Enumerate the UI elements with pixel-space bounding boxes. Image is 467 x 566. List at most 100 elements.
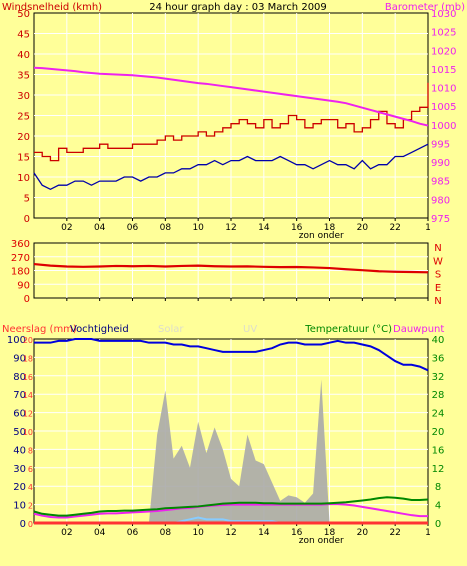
wind-x-tick-label: 06: [127, 223, 139, 233]
rain-y-tick-label: 18: [23, 354, 33, 363]
barometer-axis-title: Barometer (mb): [385, 2, 465, 13]
humidity-axis-title: Vochtigheid: [70, 324, 129, 335]
wind-y-tick-label: 0: [24, 214, 30, 225]
humidity-x-tick-label: 08: [160, 528, 172, 538]
barometer-y-tick-label: 980: [431, 195, 450, 206]
humidity-sunset-label: zon onder: [299, 536, 344, 546]
humidity-y-tick-label: 100: [7, 335, 26, 346]
wind-x-tick-label: 14: [258, 223, 270, 233]
humidity-y-tick-label: 30: [13, 464, 26, 475]
rain-y-tick-label: 2: [28, 502, 33, 511]
wind-x-tick-label: 04: [94, 223, 106, 233]
graph-title: 24 hour graph day : 03 March 2009: [149, 2, 327, 13]
series-temperatuur: [33, 496, 429, 517]
humidity-y-tick-label: 70: [13, 390, 26, 401]
barometer-y-tick-label: 1025: [431, 28, 456, 39]
barometer-y-tick-label: 995: [431, 139, 450, 150]
wind-x-tick-label: 22: [389, 223, 400, 233]
compass-label: N: [434, 296, 441, 307]
rain-y-tick-label: 6: [28, 465, 33, 474]
wind-y-tick-label: 15: [17, 153, 30, 164]
barometer-y-tick-label: 1005: [431, 102, 456, 113]
wind-x-tick-label: 1: [425, 223, 431, 233]
rain-y-tick-label: 20: [23, 336, 33, 345]
humidity-y-tick-label: 50: [13, 427, 26, 438]
barometer-y-tick-label: 1020: [431, 46, 456, 57]
wind-x-tick-label: 08: [160, 223, 172, 233]
humidity-y-tick-label: 90: [13, 353, 26, 364]
wind-x-tick-label: 12: [225, 223, 236, 233]
rain-y-tick-label: 10: [23, 428, 33, 437]
humidity-y-tick-label: 80: [13, 372, 26, 383]
direction-y-tick-label: 90: [17, 280, 30, 291]
humidity-x-tick-label: 1: [425, 528, 431, 538]
wind-y-tick-label: 25: [17, 112, 30, 123]
barometer-y-tick-label: 990: [431, 158, 450, 169]
humidity-x-tick-label: 18: [324, 528, 336, 538]
humidity-y-tick-label: 40: [13, 445, 26, 456]
barometer-y-tick-label: 1010: [431, 84, 456, 95]
temperature-y-tick-label: 24: [432, 409, 445, 420]
temperature-y-tick-label: 8: [435, 482, 441, 493]
humidity-x-tick-label: 06: [127, 528, 139, 538]
wind-axis-title: Windsnelheid (kmh): [2, 2, 102, 13]
solar-axis-title: Solar: [158, 324, 184, 335]
compass-label: N: [434, 243, 441, 254]
humidity-x-tick-label: 14: [258, 528, 270, 538]
rain-y-tick-label: 16: [23, 373, 33, 382]
temperature-y-tick-label: 16: [432, 445, 445, 456]
temperature-y-tick-label: 4: [435, 501, 441, 512]
humidity-y-tick-label: 60: [13, 409, 26, 420]
wind-y-tick-label: 5: [24, 194, 30, 205]
wind-x-tick-label: 16: [291, 223, 303, 233]
temperature-y-tick-label: 28: [432, 390, 445, 401]
temperature-y-tick-label: 32: [432, 372, 445, 383]
rain-y-tick-label: 4: [28, 483, 33, 492]
barometer-y-tick-label: 1000: [431, 121, 456, 132]
wind-y-tick-label: 35: [17, 71, 30, 82]
rain-y-tick-label: 12: [23, 410, 33, 419]
rain-axis-title: Neerslag (mm): [2, 324, 77, 335]
humidity-y-tick-label: 0: [20, 519, 26, 530]
humidity-y-tick-label: 20: [13, 482, 26, 493]
barometer-y-tick-label: 1015: [431, 65, 456, 76]
temperature-axis-title: Temperatuur (°C): [304, 324, 392, 335]
wind-y-tick-label: 45: [17, 30, 30, 41]
series-gemiddeld: [33, 143, 429, 191]
wind-y-tick-label: 20: [17, 132, 30, 143]
wind-x-tick-label: 02: [61, 223, 72, 233]
temperature-y-tick-label: 12: [432, 464, 445, 475]
series-dauwpunt: [33, 503, 428, 519]
barometer-y-tick-label: 985: [431, 177, 450, 188]
direction-y-tick-label: 0: [24, 294, 30, 305]
series-vochtigheid: [34, 338, 429, 372]
rain-y-tick-label: 14: [23, 391, 33, 400]
wind-y-tick-label: 50: [17, 9, 30, 20]
humidity-x-tick-label: 02: [61, 528, 72, 538]
wind-y-tick-label: 30: [17, 91, 30, 102]
temperature-y-tick-label: 0: [435, 519, 441, 530]
series-windrichting: [33, 262, 429, 274]
wind-x-tick-label: 20: [357, 223, 369, 233]
wind-y-tick-label: 40: [17, 50, 30, 61]
barometer-y-tick-label: 975: [431, 214, 450, 225]
humidity-x-tick-label: 22: [389, 528, 400, 538]
direction-y-tick-label: 180: [11, 267, 30, 278]
compass-label: W: [433, 256, 443, 267]
series-solar: [34, 379, 428, 523]
series-barometer: [33, 66, 429, 127]
wind-y-tick-label: 10: [17, 173, 30, 184]
rain-y-tick-label: 0: [28, 520, 33, 529]
temperature-y-tick-label: 40: [432, 335, 445, 346]
humidity-x-tick-label: 04: [94, 528, 106, 538]
wind-x-tick-label: 10: [192, 223, 204, 233]
barometer-y-tick-label: 1030: [431, 9, 456, 20]
temperature-y-tick-label: 36: [432, 353, 445, 364]
humidity-x-tick-label: 16: [291, 528, 303, 538]
direction-y-tick-label: 270: [11, 253, 30, 264]
compass-label: S: [435, 270, 441, 281]
humidity-y-tick-label: 10: [13, 501, 26, 512]
humidity-x-tick-label: 12: [225, 528, 236, 538]
